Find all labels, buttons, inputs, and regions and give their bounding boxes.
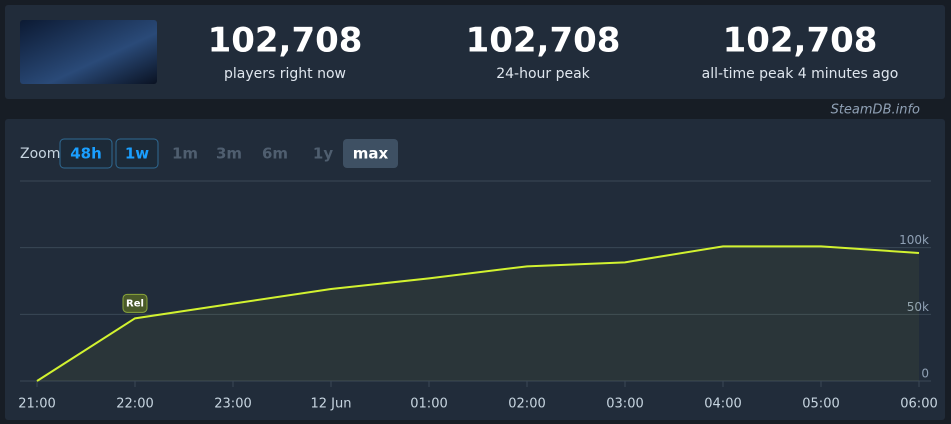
stat-label: 24-hour peak bbox=[496, 66, 590, 82]
annotation-bg bbox=[122, 293, 148, 313]
line-area bbox=[37, 246, 919, 381]
zoom-button[interactable]: 48h bbox=[70, 145, 102, 163]
line bbox=[36, 245, 920, 382]
chart-panel bbox=[5, 119, 945, 420]
y-tick-label: 50k bbox=[907, 300, 929, 314]
x-tick-label: 04:00 bbox=[704, 397, 741, 412]
zoom-button[interactable]: 1y bbox=[313, 145, 333, 163]
y-tick-label: 0 bbox=[921, 367, 929, 381]
header-panel bbox=[5, 5, 945, 99]
zoom-button[interactable]: max bbox=[353, 145, 389, 163]
zoom-button[interactable]: 6m bbox=[262, 145, 288, 163]
zoom-button-bg[interactable] bbox=[59, 138, 113, 169]
x-tick-label: 05:00 bbox=[802, 397, 839, 412]
zoom-label: Zoom bbox=[20, 146, 60, 162]
x-tick-label: 23:00 bbox=[214, 397, 251, 412]
x-tick-label: 21:00 bbox=[18, 397, 55, 412]
zoom-button-bg[interactable] bbox=[343, 139, 398, 168]
stat-value: 102,708 bbox=[723, 21, 878, 61]
game-thumbnail bbox=[20, 20, 157, 84]
x-tick-label: 12 Jun bbox=[311, 397, 352, 412]
y-tick-label: 100k bbox=[899, 233, 929, 247]
zoom-button[interactable]: 3m bbox=[216, 145, 242, 163]
watermark: SteamDB.info bbox=[831, 103, 920, 118]
stat-value: 102,708 bbox=[466, 21, 621, 61]
x-tick-label: 22:00 bbox=[116, 397, 153, 412]
x-tick-label: 02:00 bbox=[508, 397, 545, 412]
stat-label: all-time peak 4 minutes ago bbox=[702, 66, 899, 82]
stat-label: players right now bbox=[224, 66, 346, 82]
zoom-button[interactable]: 1w bbox=[125, 145, 149, 163]
zoom-button-bg[interactable] bbox=[115, 138, 159, 169]
annotation: Rel bbox=[126, 298, 144, 309]
zoom-button[interactable]: 1m bbox=[172, 145, 198, 163]
x-tick-label: 01:00 bbox=[410, 397, 447, 412]
x-tick-label: 03:00 bbox=[606, 397, 643, 412]
x-tick-label: 06:00 bbox=[900, 397, 937, 412]
stat-value: 102,708 bbox=[208, 21, 363, 61]
